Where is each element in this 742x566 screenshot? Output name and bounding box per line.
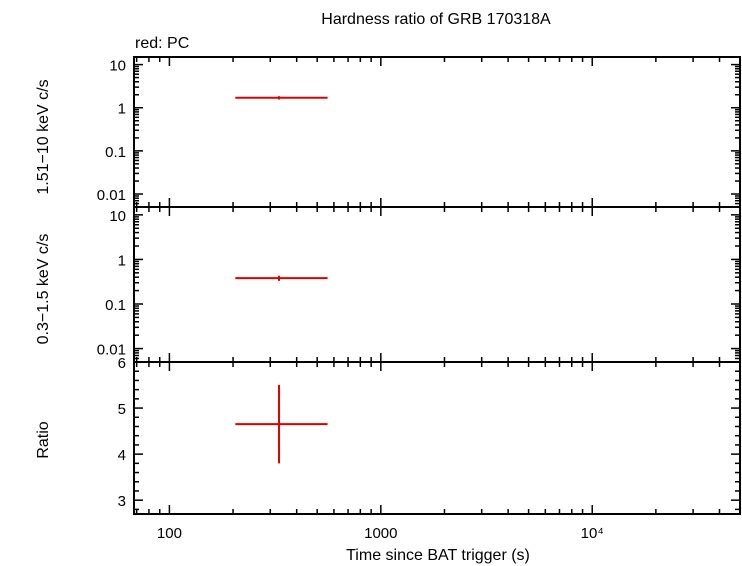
y-tick-label-soft: 10 [109, 208, 126, 225]
x-tick-label: 100 [157, 525, 182, 542]
y-tick-label-ratio: 5 [118, 401, 126, 418]
y-axis-title-soft: 0.3−1.5 keV c/s [35, 234, 52, 345]
x-tick-label: 10⁴ [581, 525, 604, 542]
panel-frame-ratio [133, 361, 741, 515]
x-axis-title: Time since BAT trigger (s) [346, 547, 530, 564]
y-tick-label-soft: 1 [118, 252, 126, 269]
y-tick-label-ratio: 6 [118, 355, 126, 372]
y-tick-label-hard: 1 [118, 101, 126, 118]
y-tick-label-ratio: 3 [118, 493, 126, 510]
panel-frame-hard [133, 56, 741, 208]
y-tick-label-soft: 0.01 [97, 342, 126, 359]
chart-title: Hardness ratio of GRB 170318A [321, 11, 551, 28]
y-tick-label-soft: 0.1 [105, 297, 126, 314]
y-axis-title-ratio: Ratio [35, 421, 52, 458]
panel-frame-soft [133, 206, 741, 363]
y-tick-label-hard: 0.1 [105, 144, 126, 161]
y-axis-title-hard: 1.51−10 keV c/s [35, 79, 52, 194]
y-tick-label-hard: 10 [109, 58, 126, 75]
chart-subtitle: red: PC [135, 35, 189, 52]
y-tick-label-hard: 0.01 [97, 187, 126, 204]
x-tick-label: 1000 [364, 525, 397, 542]
y-tick-label-ratio: 4 [118, 447, 126, 464]
